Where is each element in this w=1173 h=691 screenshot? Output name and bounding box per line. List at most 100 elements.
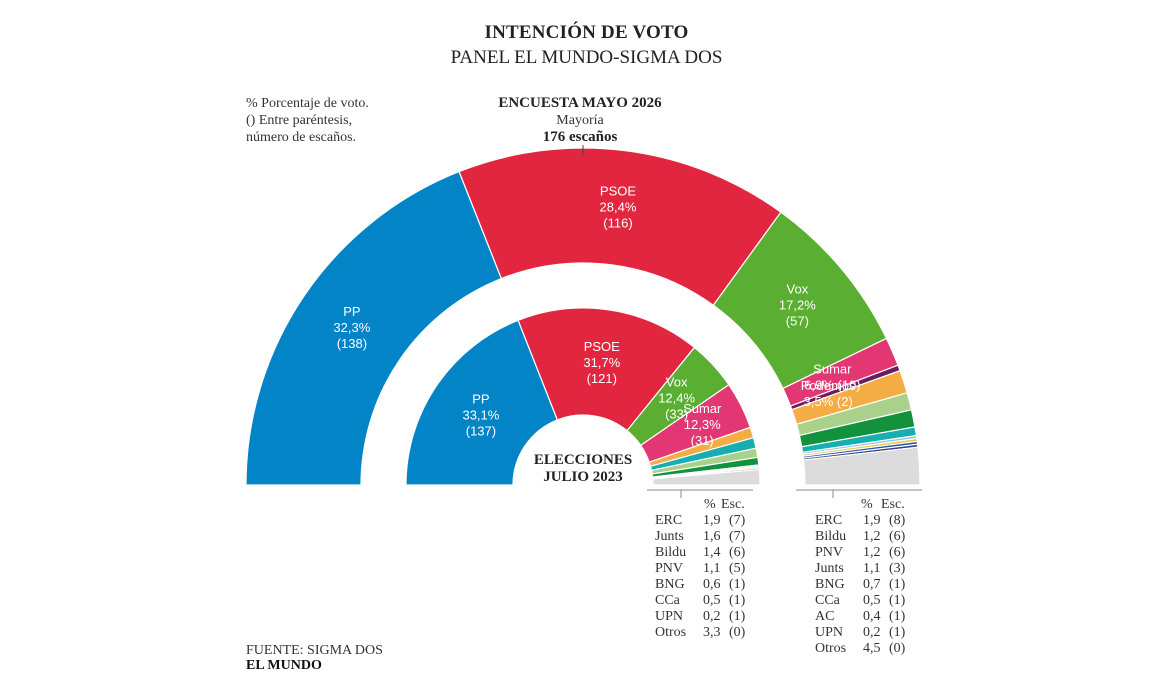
party-name: Junts bbox=[815, 561, 844, 576]
survey-vox-label: Vox bbox=[787, 282, 809, 297]
survey-table-header-pct: % bbox=[861, 497, 873, 512]
survey-sumar-value-label: 6,9% (10) bbox=[804, 378, 860, 393]
party-name: BNG bbox=[655, 577, 685, 592]
party-pct: 1,2 bbox=[863, 545, 881, 560]
majority-label: Mayoría bbox=[556, 113, 604, 128]
elections-psoe-seats-label: (121) bbox=[587, 371, 617, 386]
party-pct: 3,3 bbox=[703, 625, 721, 640]
party-seats: (1) bbox=[889, 577, 906, 592]
survey-podemos-value-label: 3,5% (2) bbox=[804, 394, 853, 409]
elections-psoe-label: PSOE bbox=[584, 339, 620, 354]
table-row: Bildu 1,2 (6) bbox=[815, 529, 913, 545]
survey-vox-seats-label: (57) bbox=[786, 314, 809, 329]
survey-table-header-esc: Esc. bbox=[881, 497, 905, 512]
party-seats: (1) bbox=[889, 625, 906, 640]
party-pct: 0,5 bbox=[703, 593, 721, 608]
survey-psoe-seats-label: (116) bbox=[603, 216, 632, 231]
party-pct: 0,6 bbox=[703, 577, 721, 592]
party-name: Otros bbox=[655, 625, 687, 640]
majority-seats: 176 escaños bbox=[542, 129, 618, 145]
table-row: CCa 0,5 (1) bbox=[655, 593, 753, 609]
party-pct: 0,5 bbox=[863, 593, 881, 608]
party-seats: (7) bbox=[729, 513, 746, 528]
elections-pp-label: PP bbox=[472, 391, 489, 406]
chart-title: INTENCIÓN DE VOTO bbox=[484, 22, 689, 43]
party-seats: (1) bbox=[729, 593, 746, 608]
table-row: PNV 1,2 (6) bbox=[815, 545, 913, 561]
survey-pp-label: PP bbox=[343, 304, 360, 319]
party-name: CCa bbox=[815, 593, 840, 608]
party-pct: 1,9 bbox=[703, 513, 721, 528]
party-seats: (6) bbox=[889, 545, 906, 560]
center-label-line-2: JULIO 2023 bbox=[543, 469, 623, 485]
table-row: Otros 3,3 (0) bbox=[655, 625, 753, 641]
survey-title: ENCUESTA MAYO 2026 bbox=[498, 95, 662, 111]
party-name: ERC bbox=[815, 513, 843, 528]
elections-ring bbox=[405, 307, 761, 486]
party-name: ERC bbox=[655, 513, 683, 528]
party-pct: 0,4 bbox=[863, 609, 881, 624]
party-name: Bildu bbox=[815, 529, 847, 544]
note-line-3: número de escaños. bbox=[246, 130, 357, 145]
party-name: Junts bbox=[655, 529, 684, 544]
survey-pp-seats-label: (138) bbox=[337, 336, 367, 351]
party-seats: (5) bbox=[729, 561, 746, 576]
table-row: BNG 0,7 (1) bbox=[815, 577, 913, 593]
table-row: CCa 0,5 (1) bbox=[815, 593, 913, 609]
party-seats: (0) bbox=[729, 625, 746, 640]
table-row: ERC 1,9 (8) bbox=[815, 513, 913, 529]
note-line-2: () Entre paréntesis, bbox=[246, 113, 353, 128]
center-label-line-1: ELECCIONES bbox=[534, 452, 632, 468]
party-name: Otros bbox=[815, 641, 847, 656]
party-seats: (3) bbox=[889, 561, 906, 576]
party-seats: (6) bbox=[889, 529, 906, 544]
party-seats: (0) bbox=[889, 641, 906, 656]
table-row: AC 0,4 (1) bbox=[815, 609, 913, 625]
elections-sumar-value-label: 12,3% bbox=[684, 417, 721, 432]
party-seats: (6) bbox=[729, 545, 746, 560]
survey-podemos-label: Podemos bbox=[801, 378, 856, 393]
elections-segment-otros bbox=[652, 468, 761, 486]
survey-sumar-label: Sumar bbox=[813, 362, 852, 377]
party-pct: 1,9 bbox=[863, 513, 881, 528]
note-line-1: % Porcentaje de voto. bbox=[246, 96, 369, 111]
party-name: UPN bbox=[655, 609, 684, 624]
party-name: PNV bbox=[655, 561, 684, 576]
survey-ring bbox=[245, 147, 921, 486]
survey-pp-value-label: 32,3% bbox=[333, 320, 370, 335]
table-row: Junts 1,1 (3) bbox=[815, 561, 913, 577]
elections-psoe-value-label: 31,7% bbox=[583, 355, 620, 370]
survey-segment-psoe bbox=[458, 147, 782, 307]
table-row: BNG 0,6 (1) bbox=[655, 577, 753, 593]
elections-vox-label: Vox bbox=[666, 374, 688, 389]
party-name: UPN bbox=[815, 625, 844, 640]
elections-vox-value-label: 12,4% bbox=[658, 390, 695, 405]
survey-vox-value-label: 17,2% bbox=[779, 298, 816, 313]
party-seats: (1) bbox=[889, 593, 906, 608]
party-name: AC bbox=[815, 609, 835, 624]
party-seats: (1) bbox=[729, 577, 746, 592]
party-name: BNG bbox=[815, 577, 845, 592]
elections-segment-psoe bbox=[517, 307, 696, 432]
brand-label: EL MUNDO bbox=[246, 658, 322, 673]
survey-segment-otros bbox=[802, 446, 921, 486]
survey-psoe-label: PSOE bbox=[600, 184, 636, 199]
survey-labels: PP32,3%(138)PSOE28,4%(116)Vox17,2%(57)Su… bbox=[333, 184, 860, 409]
party-name: CCa bbox=[655, 593, 680, 608]
party-pct: 4,5 bbox=[863, 641, 881, 656]
elections-pp-value-label: 33,1% bbox=[462, 407, 499, 422]
party-pct: 0,7 bbox=[863, 577, 881, 592]
party-pct: 1,2 bbox=[863, 529, 881, 544]
elections-vox-seats-label: (33) bbox=[665, 406, 688, 421]
table-row: UPN 0,2 (1) bbox=[815, 625, 913, 641]
survey-minor-parties-table: ERC 1,9 (8) Bildu 1,2 (6) PNV 1,2 (6) Junts 1,1 (3)… bbox=[815, 513, 913, 657]
elections-table-header-pct: % bbox=[704, 497, 716, 512]
party-pct: 0,2 bbox=[863, 625, 881, 640]
party-pct: 1,1 bbox=[863, 561, 881, 576]
party-name: Bildu bbox=[655, 545, 687, 560]
elections-minor-parties-table: ERC 1,9 (7) Junts 1,6 (7) Bildu 1,4 (6) PNV 1,1 (5)… bbox=[655, 513, 753, 641]
party-pct: 0,2 bbox=[703, 609, 721, 624]
party-seats: (7) bbox=[729, 529, 746, 544]
